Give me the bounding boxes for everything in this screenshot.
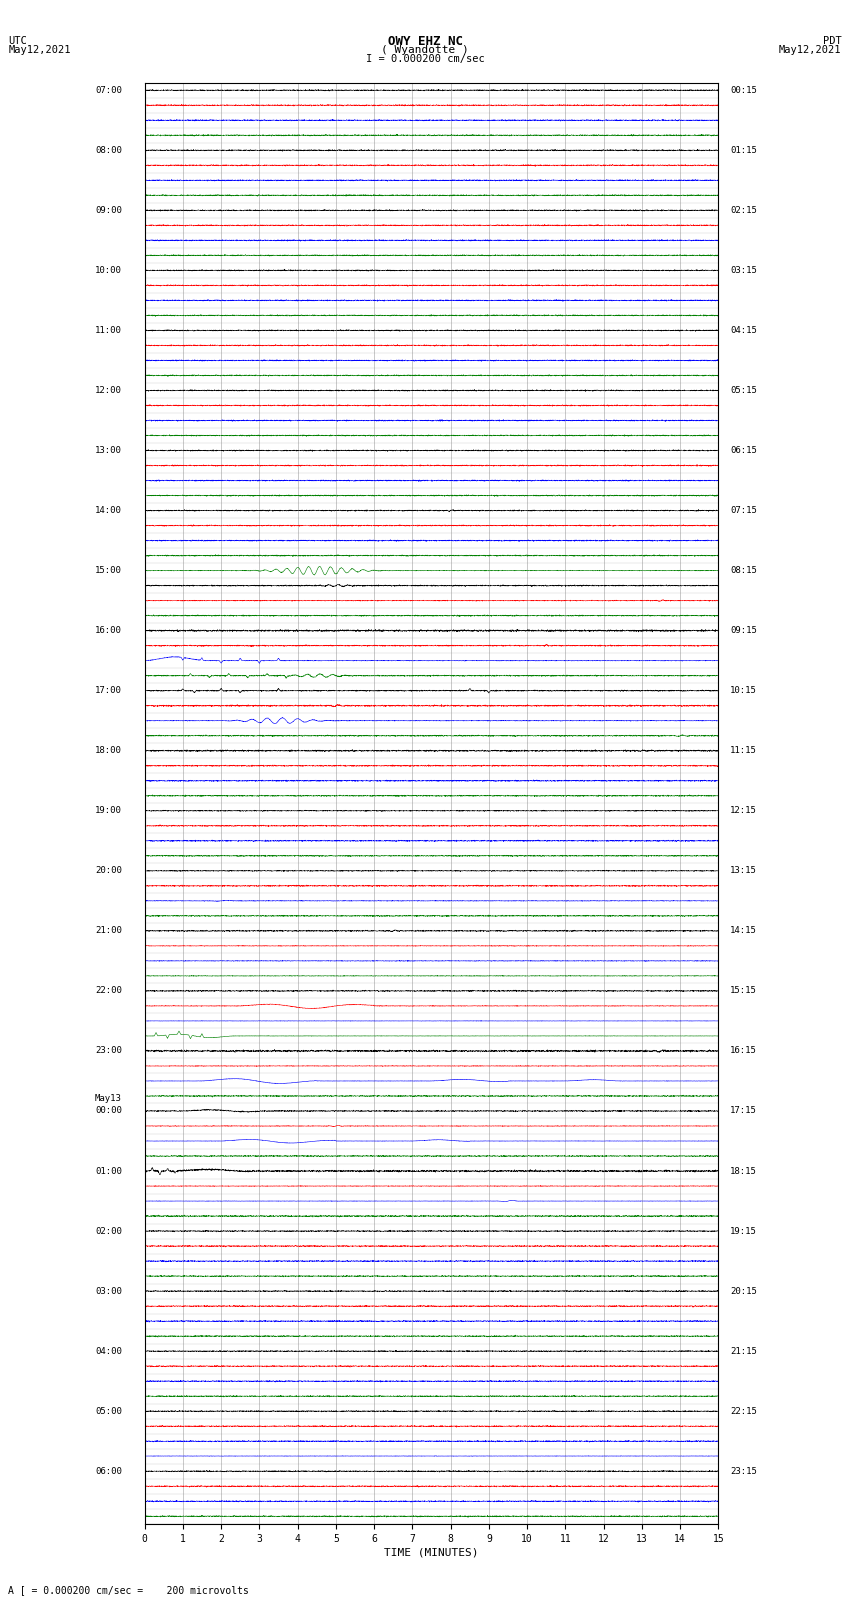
Text: 09:00: 09:00 [95, 206, 122, 215]
Text: 14:15: 14:15 [730, 926, 756, 936]
Text: 13:00: 13:00 [95, 447, 122, 455]
Text: 08:15: 08:15 [730, 566, 756, 576]
Text: 01:00: 01:00 [95, 1166, 122, 1176]
Text: 07:00: 07:00 [95, 85, 122, 95]
Text: 17:00: 17:00 [95, 686, 122, 695]
Text: 19:00: 19:00 [95, 806, 122, 815]
Text: 15:15: 15:15 [730, 987, 756, 995]
Text: 21:00: 21:00 [95, 926, 122, 936]
Text: 04:15: 04:15 [730, 326, 756, 336]
Text: 09:15: 09:15 [730, 626, 756, 636]
Text: 22:15: 22:15 [730, 1407, 756, 1416]
Text: 05:15: 05:15 [730, 386, 756, 395]
Text: May12,2021: May12,2021 [779, 45, 842, 55]
Text: 05:00: 05:00 [95, 1407, 122, 1416]
Text: A [ = 0.000200 cm/sec =    200 microvolts: A [ = 0.000200 cm/sec = 200 microvolts [8, 1586, 249, 1595]
Text: OWY EHZ NC: OWY EHZ NC [388, 34, 462, 48]
Text: 16:00: 16:00 [95, 626, 122, 636]
Text: 02:00: 02:00 [95, 1226, 122, 1236]
Text: 00:00: 00:00 [95, 1107, 122, 1116]
Text: 07:15: 07:15 [730, 506, 756, 515]
Text: 11:15: 11:15 [730, 747, 756, 755]
Text: 08:00: 08:00 [95, 145, 122, 155]
Text: 15:00: 15:00 [95, 566, 122, 576]
Text: May12,2021: May12,2021 [8, 45, 71, 55]
Text: UTC: UTC [8, 35, 27, 47]
Text: 23:15: 23:15 [730, 1466, 756, 1476]
Text: 19:15: 19:15 [730, 1226, 756, 1236]
Text: 21:15: 21:15 [730, 1347, 756, 1355]
Text: 13:15: 13:15 [730, 866, 756, 876]
Text: 02:15: 02:15 [730, 206, 756, 215]
Text: ( Wyandotte ): ( Wyandotte ) [381, 45, 469, 55]
Text: PDT: PDT [823, 35, 842, 47]
Text: 06:15: 06:15 [730, 447, 756, 455]
Text: May13: May13 [95, 1095, 122, 1103]
Text: 17:15: 17:15 [730, 1107, 756, 1116]
Text: 03:15: 03:15 [730, 266, 756, 274]
Text: I = 0.000200 cm/sec: I = 0.000200 cm/sec [366, 53, 484, 65]
Text: 16:15: 16:15 [730, 1047, 756, 1055]
Text: 10:15: 10:15 [730, 686, 756, 695]
Text: 04:00: 04:00 [95, 1347, 122, 1355]
Text: 12:00: 12:00 [95, 386, 122, 395]
X-axis label: TIME (MINUTES): TIME (MINUTES) [384, 1548, 479, 1558]
Text: 10:00: 10:00 [95, 266, 122, 274]
Text: 20:00: 20:00 [95, 866, 122, 876]
Text: 03:00: 03:00 [95, 1287, 122, 1295]
Text: 12:15: 12:15 [730, 806, 756, 815]
Text: 22:00: 22:00 [95, 987, 122, 995]
Text: 18:00: 18:00 [95, 747, 122, 755]
Text: 18:15: 18:15 [730, 1166, 756, 1176]
Text: 11:00: 11:00 [95, 326, 122, 336]
Text: 00:15: 00:15 [730, 85, 756, 95]
Text: 01:15: 01:15 [730, 145, 756, 155]
Text: 20:15: 20:15 [730, 1287, 756, 1295]
Text: 06:00: 06:00 [95, 1466, 122, 1476]
Text: 14:00: 14:00 [95, 506, 122, 515]
Text: 23:00: 23:00 [95, 1047, 122, 1055]
